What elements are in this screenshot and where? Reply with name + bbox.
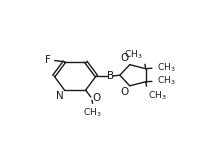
Text: B: B: [107, 71, 114, 81]
Text: CH$_3$: CH$_3$: [157, 62, 176, 74]
Text: O: O: [120, 53, 129, 63]
Text: F: F: [45, 55, 51, 65]
Text: O: O: [92, 93, 100, 103]
Text: N: N: [56, 91, 63, 101]
Text: CH$_3$: CH$_3$: [148, 89, 166, 102]
Text: CH$_3$: CH$_3$: [124, 49, 143, 61]
Text: CH$_3$: CH$_3$: [157, 75, 176, 87]
Text: CH$_3$: CH$_3$: [83, 106, 102, 119]
Text: O: O: [120, 87, 129, 97]
